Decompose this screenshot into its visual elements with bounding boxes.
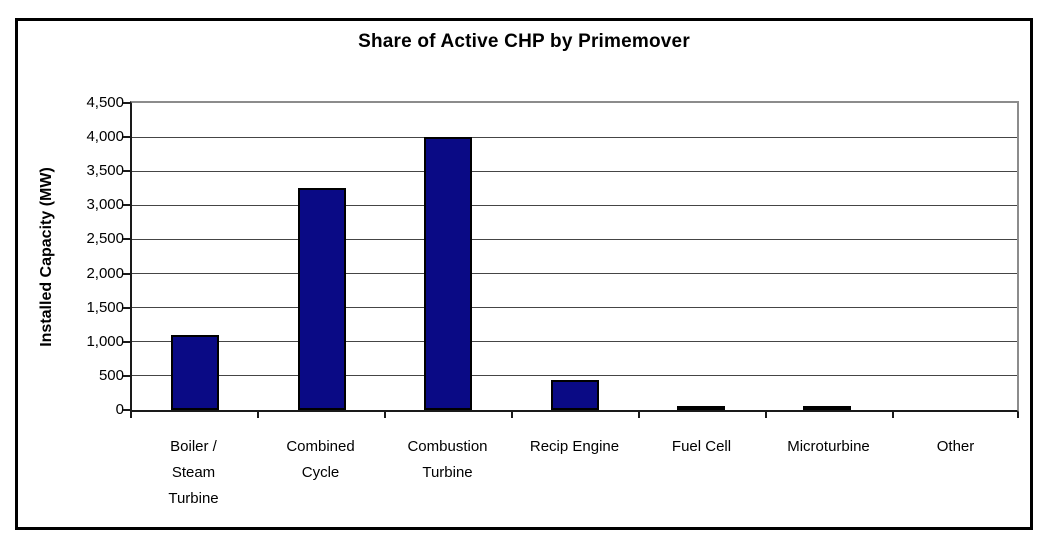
bar-combustion-turbine (424, 137, 473, 410)
y-axis-title: Installed Capacity (MW) (38, 167, 55, 347)
gridline (132, 375, 1017, 377)
y-tick-mark (123, 374, 130, 377)
y-tick-label: 4,500 (86, 94, 124, 111)
x-tick-mark (892, 412, 894, 418)
plot-area (130, 101, 1019, 412)
gridline (132, 170, 1017, 172)
y-tick-label: 1,500 (86, 298, 124, 316)
gridline (132, 341, 1017, 343)
x-tick-mark (765, 412, 767, 418)
x-category-label-combined-cycle: Combined Cycle (286, 438, 355, 481)
y-tick-mark (123, 102, 130, 104)
gridline (132, 136, 1017, 138)
y-tick-label: 1,000 (86, 332, 124, 350)
gridline (132, 204, 1017, 206)
gridline (132, 238, 1017, 240)
gridline (132, 273, 1017, 275)
x-tick-mark (257, 412, 259, 418)
y-tick-label: 500 (98, 366, 124, 384)
x-category-label-recip-engine: Recip Engine (529, 438, 620, 455)
y-tick-mark (123, 238, 130, 241)
bar-recip-engine (550, 380, 599, 410)
y-tick-mark (123, 170, 130, 173)
x-category-label-microturbine: Microturbine (787, 438, 870, 455)
y-tick-mark (123, 306, 130, 309)
bar-boiler-steam-turbine (171, 335, 220, 410)
bar-combined-cycle (297, 188, 346, 410)
y-tick-mark (123, 136, 130, 139)
y-tick-label: 2,500 (86, 230, 124, 248)
x-category-label-boiler-steam-turbine: Boiler / Steam Turbine (168, 438, 219, 507)
bar-microturbine (803, 406, 852, 410)
bar-fuel-cell (676, 406, 725, 410)
y-tick-label: 3,000 (86, 196, 124, 214)
x-category-label-other: Other (936, 438, 975, 455)
y-tick-mark (123, 204, 130, 207)
y-tick-label: 3,500 (86, 162, 124, 180)
y-tick-mark (123, 409, 130, 411)
x-category-label-combustion-turbine: Combustion Turbine (407, 438, 488, 481)
x-category-label-fuel-cell: Fuel Cell (671, 438, 732, 455)
gridline (132, 307, 1017, 309)
chart-title: Share of Active CHP by Primemover (358, 31, 690, 52)
x-tick-mark (1017, 412, 1019, 418)
x-tick-mark (638, 412, 640, 418)
y-tick-label: 4,000 (86, 128, 124, 146)
y-tick-label: 0 (115, 401, 124, 418)
x-tick-mark (130, 412, 132, 418)
x-tick-mark (384, 412, 386, 418)
x-tick-mark (511, 412, 513, 418)
y-tick-mark (123, 340, 130, 343)
y-tick-mark (123, 272, 130, 275)
y-tick-label: 2,000 (86, 264, 124, 282)
